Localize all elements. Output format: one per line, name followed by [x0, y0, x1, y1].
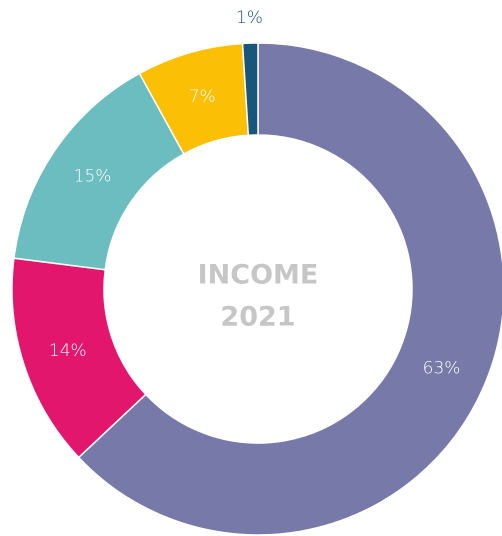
donut-segment — [77, 42, 502, 536]
data-label: 1% — [236, 8, 263, 28]
center-label: 2021 — [220, 302, 295, 333]
data-label: 63% — [423, 358, 461, 378]
data-label: 14% — [49, 341, 87, 361]
data-label: 7% — [189, 87, 216, 107]
center-label: INCOME — [198, 260, 319, 291]
data-label: 15% — [74, 167, 112, 187]
donut-segment — [241, 42, 259, 137]
